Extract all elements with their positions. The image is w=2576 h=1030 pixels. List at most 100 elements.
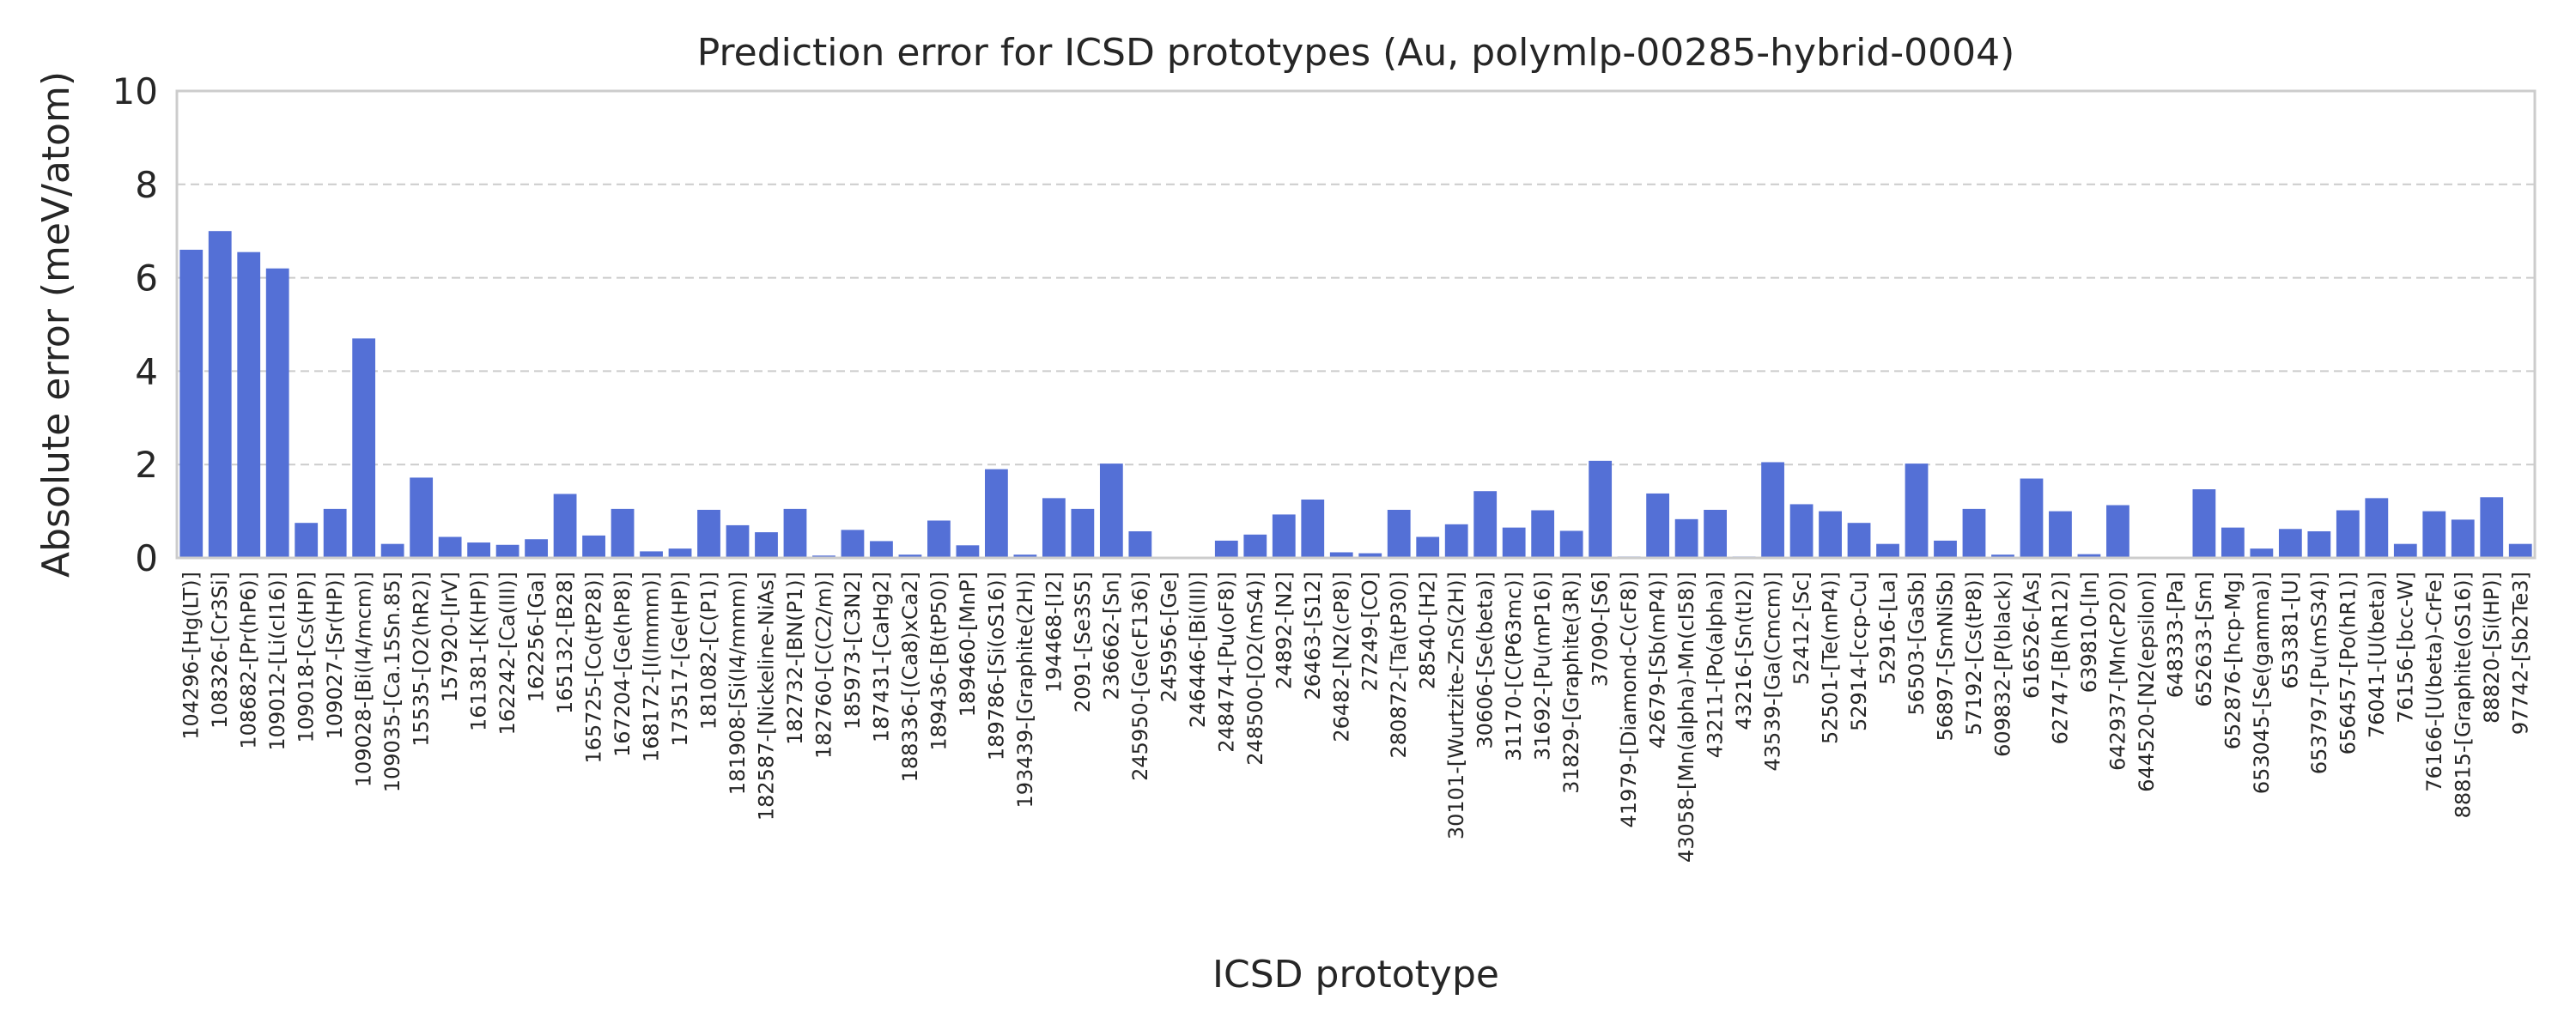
x-tick-label: 161381-[K(HP)] [467, 572, 491, 731]
bar [1531, 510, 1555, 558]
bar [1301, 500, 1325, 558]
x-tick-label: 43211-[Po(alpha)] [1704, 572, 1728, 758]
bar [1329, 552, 1353, 558]
plot-frame [175, 89, 2537, 560]
bar [265, 268, 289, 558]
bar [1099, 464, 1123, 558]
x-tick-label: 653797-[Pu(mS34)] [2307, 572, 2331, 774]
bar [726, 524, 750, 558]
x-tick-label: 182732-[BN(P1)] [783, 572, 807, 745]
x-tick-label: 56897-[SmNiSb] [1934, 572, 1958, 741]
y-tick-label: 4 [135, 350, 158, 392]
x-tick-label: 189786-[Si(oS16)] [984, 572, 1008, 760]
x-tick-label: 616526-[As] [2020, 572, 2044, 699]
bar [2480, 497, 2504, 558]
bars [179, 231, 2532, 558]
y-tick-label: 2 [135, 444, 158, 486]
y-tick-labels: 0 2 4 6 8 10 [112, 70, 158, 579]
x-tick-label: 248474-[Pu(oF8)] [1214, 572, 1238, 753]
bar [1473, 491, 1498, 558]
x-tick-label: 31692-[Pu(mP16)] [1531, 572, 1555, 760]
bar [2020, 478, 2044, 558]
x-tick-label: 43216-[Sn(tI2)] [1732, 572, 1756, 730]
x-tick-label: 181082-[C(P1)] [697, 572, 721, 730]
bar [927, 520, 951, 558]
bar [668, 548, 692, 558]
bar [1071, 508, 1095, 558]
bar [1934, 540, 1957, 558]
x-tick-label: 43539-[Ga(Cmcm)] [1761, 572, 1785, 771]
x-tick-label: 109018-[Cs(HP)] [295, 572, 319, 743]
x-tick-label: 653045-[Se(gamma)] [2250, 572, 2274, 794]
x-tick-label: 97742-[Sb2Te3] [2508, 572, 2532, 735]
x-tick-label: 109012-[Li(cI16)] [265, 572, 289, 751]
x-tick-label: 609832-[P(black)] [1990, 572, 2014, 757]
bar [467, 542, 491, 558]
bar [1416, 536, 1440, 558]
x-tick-label: 104296-[Hg(LT)] [179, 572, 204, 740]
x-tick-label: 57192-[Cs(tP8)] [1962, 572, 1986, 736]
bar [1358, 553, 1382, 558]
bar [2278, 529, 2302, 558]
x-tick-label: 52412-[Sc] [1789, 572, 1814, 685]
bar [898, 554, 922, 558]
bar [2336, 510, 2360, 558]
x-tick-label: 280872-[Ta(tP30)] [1387, 572, 1411, 759]
bar [841, 530, 865, 558]
x-tick-label: 236662-[Sn] [1099, 572, 1123, 700]
x-tick-label: 108682-[Pr(hP6)] [237, 572, 261, 749]
x-tick-label: 165132-[B28] [553, 572, 577, 714]
x-axis-label: ICSD prototype [1212, 953, 1499, 997]
bar [2049, 511, 2072, 558]
x-tick-label: 182587-[Nickeline-NiAs] [755, 572, 779, 821]
x-tick-label: 62747-[B(hR12)] [2048, 572, 2072, 744]
bar [2221, 527, 2245, 558]
x-tick-label: 52914-[ccp-Cu] [1847, 572, 1871, 731]
bar [208, 231, 232, 558]
bar [1214, 540, 1238, 558]
x-tick-label: 162242-[Ca(III)] [495, 572, 519, 735]
bar [1991, 554, 2014, 558]
x-tick-label: 193439-[Graphite(2H)] [1013, 572, 1037, 809]
x-tick-label: 27249-[CO] [1358, 572, 1382, 691]
bar [1646, 493, 1670, 558]
x-tick-label: 644520-[N2(epsilon)] [2135, 572, 2159, 792]
x-tick-label: 189436-[B(tP50)] [927, 572, 951, 751]
x-tick-label: 31829-[Graphite(3R)] [1559, 572, 1583, 794]
x-tick-label: 88815-[Graphite(oS16)] [2451, 572, 2475, 818]
bar [1905, 464, 1929, 558]
x-tick-label: 245950-[Ge(cF136)] [1128, 572, 1152, 781]
x-tick-label: 76166-[U(beta)-CrFe] [2422, 572, 2446, 792]
bar [755, 532, 778, 558]
bar [640, 551, 663, 558]
bar [1704, 509, 1727, 558]
bar [2192, 489, 2216, 558]
bar [495, 544, 519, 558]
y-axis-label: Absolute error (meV/atom) [34, 71, 78, 578]
x-tick-label: 26482-[N2(cP8)] [1329, 572, 1353, 742]
bar [237, 251, 261, 558]
x-tick-label: 181908-[Si(I4/mmm)] [726, 572, 750, 795]
x-tick-label: 28540-[H2] [1416, 572, 1440, 689]
x-tick-label: 157920-[IrV] [438, 572, 462, 702]
x-tick-label: 652633-[Sm] [2192, 572, 2216, 707]
bar [1847, 523, 1871, 558]
bar [1013, 554, 1037, 558]
bar [1243, 534, 1267, 558]
x-tick-label: 194468-[I2] [1042, 572, 1066, 693]
bar [1502, 527, 1526, 558]
bar [2393, 543, 2417, 558]
y-tick-label: 8 [135, 164, 158, 206]
x-tick-label: 168172-[I(Immm)] [640, 572, 664, 762]
y-tick-label: 10 [112, 70, 158, 112]
bar [783, 508, 807, 558]
bar [956, 545, 980, 558]
x-tick-label: 76156-[bcc-W] [2393, 572, 2417, 724]
x-tick-label: 30101-[Wurtzite-ZnS(2H)] [1444, 572, 1468, 839]
bar [179, 249, 204, 558]
bar [438, 536, 462, 558]
x-tick-label: 185973-[C3N2] [841, 572, 865, 730]
x-tick-label: 248500-[O2(mS4)] [1243, 572, 1267, 766]
bar [1559, 530, 1583, 558]
x-tick-label: 41979-[Diamond-C(cF8)] [1617, 572, 1641, 828]
